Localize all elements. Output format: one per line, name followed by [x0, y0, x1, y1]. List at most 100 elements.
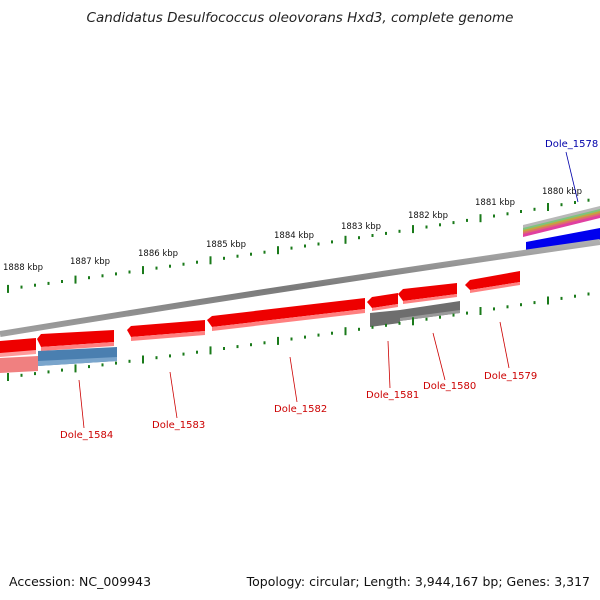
minor-tick [88, 276, 90, 280]
cds-bar-dole-1581[interactable] [370, 310, 400, 327]
gene-label-dole-1582[interactable]: Dole_1582 [274, 404, 327, 415]
minor-tick [466, 311, 468, 315]
leader-lines [78, 151, 579, 429]
minor-tick [533, 207, 536, 211]
minor-tick [223, 256, 225, 260]
major-tick [142, 266, 144, 275]
minor-tick [331, 240, 333, 244]
minor-tick [47, 281, 50, 285]
major-tick [344, 327, 347, 336]
gene-arrow-dole-1583[interactable] [127, 320, 205, 337]
gene-arrow-dole-1579[interactable] [465, 271, 520, 290]
minor-tick [169, 354, 171, 358]
minor-tick [304, 335, 306, 339]
major-tick [74, 364, 77, 373]
page-title: Candidatus Desulfococcus oleovorans Hxd3… [87, 10, 514, 26]
major-tick [7, 373, 9, 381]
minor-tick [398, 229, 401, 233]
genome-backbone [0, 239, 600, 337]
minor-tick [574, 201, 576, 204]
gene-label-dole-1581[interactable]: Dole_1581 [366, 390, 419, 401]
gene-arrow-dole-1580[interactable] [398, 283, 457, 301]
minor-tick [182, 352, 185, 356]
major-tick [277, 336, 279, 345]
minor-tick [263, 341, 266, 345]
outer-tick-band [7, 198, 590, 293]
minor-tick [196, 260, 198, 264]
minor-tick [128, 359, 131, 363]
minor-tick [533, 301, 536, 305]
major-tick [412, 317, 414, 326]
major-tick [142, 355, 144, 364]
major-tick [547, 203, 549, 211]
minor-tick [452, 313, 455, 317]
major-tick [209, 256, 212, 265]
gene-labels: Dole_1584 Dole_1583 Dole_1582 Dole_1581 … [60, 139, 598, 441]
gene-label-dole-1579[interactable]: Dole_1579 [484, 371, 537, 382]
scale-label: 1885 kbp [206, 240, 246, 250]
scale-label: 1887 kbp [70, 257, 110, 267]
minor-tick [358, 327, 360, 331]
minor-tick [155, 356, 158, 360]
minor-tick [47, 370, 50, 374]
cds-track [0, 301, 460, 373]
minor-tick [331, 331, 333, 335]
minor-tick [358, 236, 360, 240]
scale-label: 1880 kbp [542, 187, 582, 197]
minor-tick [115, 361, 117, 365]
scale-labels: 1888 kbp 1887 kbp 1886 kbp 1885 kbp 1884… [3, 187, 582, 273]
minor-tick [88, 365, 90, 369]
major-tick [74, 275, 77, 284]
minor-tick [371, 325, 374, 329]
minor-tick [250, 252, 252, 256]
genome-summary: Topology: circular; Length: 3,944,167 bp… [246, 574, 590, 589]
minor-tick [34, 372, 36, 376]
minor-tick [385, 231, 387, 235]
minor-tick [439, 315, 441, 319]
minor-tick [439, 223, 441, 227]
minor-tick [101, 274, 104, 278]
minor-tick [236, 254, 239, 258]
minor-tick [574, 294, 576, 298]
minor-tick [128, 270, 131, 274]
minor-tick [520, 210, 522, 213]
minor-tick [250, 343, 252, 347]
gene-label-dole-1584[interactable]: Dole_1584 [60, 430, 113, 441]
major-tick [412, 225, 414, 234]
gene-label-dole-1580[interactable]: Dole_1580 [423, 381, 476, 392]
major-tick [479, 307, 482, 315]
minor-tick [115, 272, 117, 276]
major-tick [344, 235, 347, 244]
minor-tick [587, 198, 590, 202]
gene-arrow-dole-1584[interactable] [37, 330, 114, 347]
minor-tick [182, 262, 185, 266]
minor-tick [169, 264, 171, 268]
minor-tick [371, 234, 374, 237]
minor-tick [587, 292, 590, 296]
gene-arrows [0, 271, 520, 357]
gene-arrow-dole-1581[interactable] [367, 293, 398, 308]
gene-label-dole-1583[interactable]: Dole_1583 [152, 420, 205, 431]
minor-tick [520, 303, 522, 307]
minor-tick [425, 317, 428, 321]
accession-text: Accession: NC_009943 [9, 574, 151, 589]
minor-tick [34, 283, 36, 287]
major-tick [479, 214, 482, 223]
minor-tick [398, 321, 401, 325]
scale-label: 1888 kbp [3, 263, 43, 273]
inner-tick-band [7, 292, 590, 381]
minor-tick [385, 323, 387, 327]
major-tick [547, 296, 549, 305]
gene-arrow-dole-1582[interactable] [207, 298, 365, 327]
scale-label: 1881 kbp [475, 198, 515, 208]
gene-label-dole-1578[interactable]: Dole_1578 [545, 139, 598, 150]
minor-tick [155, 266, 158, 270]
minor-tick [317, 242, 320, 246]
minor-tick [560, 203, 563, 207]
minor-tick [263, 250, 266, 254]
minor-tick [493, 307, 495, 311]
scale-label: 1883 kbp [341, 222, 381, 232]
minor-tick [560, 296, 563, 300]
minor-tick [61, 368, 63, 372]
